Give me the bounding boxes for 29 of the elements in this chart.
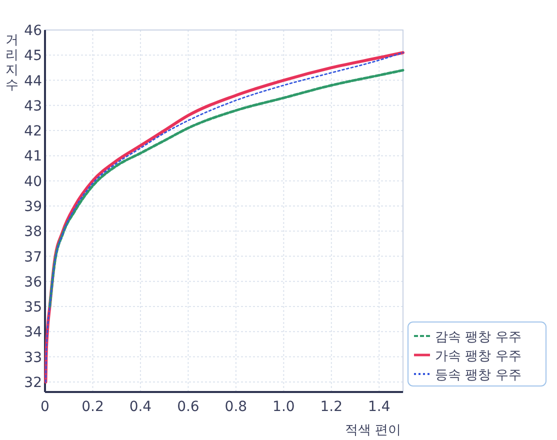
y-tick-label: 32 — [24, 374, 42, 391]
y-tick-label: 37 — [24, 249, 42, 266]
y-tick-label: 44 — [24, 73, 42, 90]
line-series — [48, 68, 404, 308]
y-tick-label: 35 — [24, 300, 42, 316]
x-tick-label: 1.2 — [320, 399, 343, 415]
legend-label: 가속 팽창 우주 — [435, 349, 522, 364]
y-tick-label: 34 — [24, 324, 42, 341]
y-tick-label: 43 — [24, 98, 42, 114]
y-tick-label: 46 — [24, 23, 42, 39]
y-tick-label: 33 — [24, 350, 42, 366]
legend-label: 감속 팽창 우주 — [435, 330, 522, 345]
x-tick-label: 0.6 — [177, 399, 200, 415]
y-tick-label: 38 — [24, 224, 42, 240]
x-tick-label: 1.4 — [368, 399, 390, 415]
legend-label: 등속 팽창 우주 — [435, 368, 522, 383]
y-tick-label: 42 — [24, 124, 42, 140]
y-tick-label: 39 — [24, 198, 42, 215]
x-tick-label: 0.2 — [82, 399, 104, 415]
y-tick-label: 36 — [24, 274, 42, 290]
x-tick-label: 0.4 — [129, 399, 152, 415]
x-tick-label: 0 — [40, 399, 50, 415]
y-axis-title: 거리 지수 — [6, 33, 18, 93]
y-tick-label: 40 — [24, 174, 42, 190]
x-tick-label: 1.0 — [272, 399, 295, 415]
y-tick-label: 45 — [24, 48, 42, 64]
x-tick-label: 0.8 — [224, 399, 248, 415]
x-axis-title: 적색 편이 — [344, 423, 401, 438]
y-tick-label: 41 — [24, 148, 42, 165]
